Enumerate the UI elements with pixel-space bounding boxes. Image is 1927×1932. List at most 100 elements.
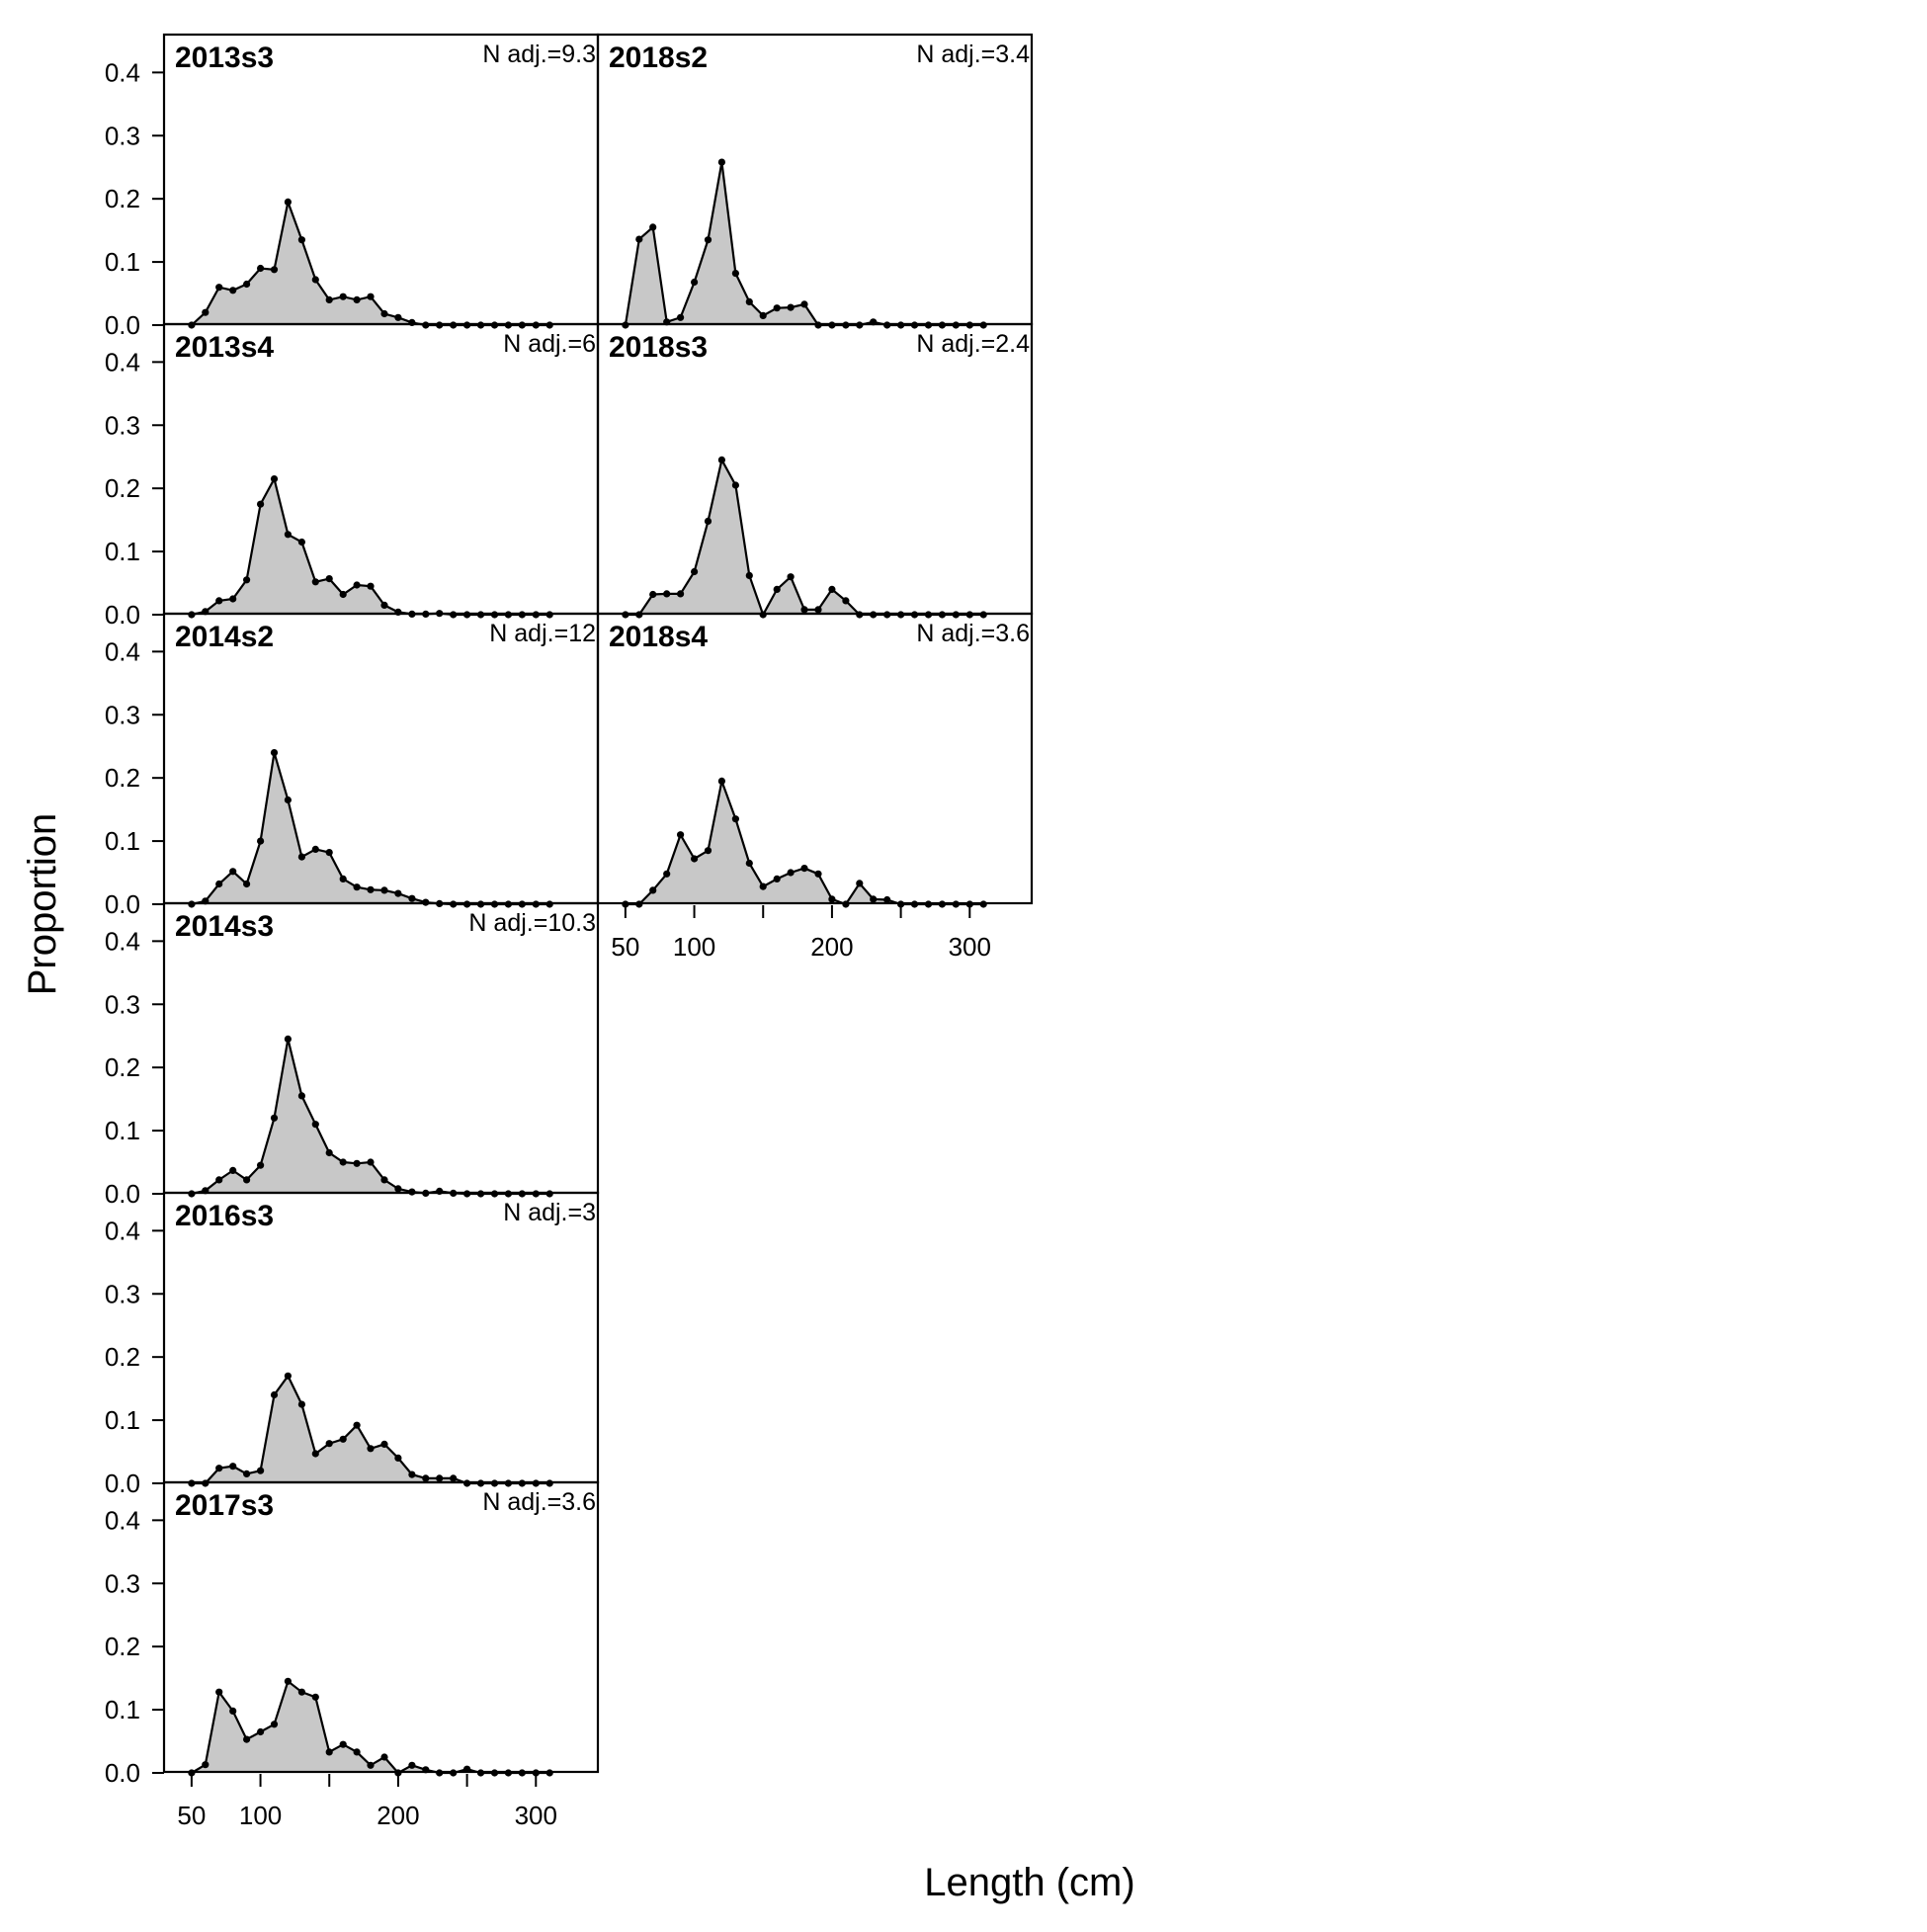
y-tick-label: 0.3 — [105, 1279, 140, 1308]
n-adj-label: N adj.=3.6 — [482, 1488, 596, 1516]
x-tick-label: 300 — [949, 932, 991, 962]
data-point — [229, 1707, 237, 1715]
data-point — [394, 1454, 402, 1462]
y-tick-label: 0.3 — [105, 410, 140, 440]
data-point — [202, 1761, 209, 1769]
data-point — [745, 297, 753, 305]
data-point — [339, 1740, 347, 1748]
data-point — [677, 831, 685, 839]
data-point — [215, 1465, 223, 1472]
data-point — [257, 264, 265, 273]
data-point — [325, 1748, 333, 1756]
area-fill-2014s3 — [191, 1039, 550, 1194]
y-tick-label: 0.4 — [105, 57, 140, 87]
n-adj-label: N adj.=9.3 — [482, 41, 596, 68]
data-point — [297, 538, 305, 546]
x-tick-label: 200 — [377, 1801, 419, 1830]
data-point — [759, 882, 767, 890]
data-point — [745, 859, 753, 868]
y-tick-label: 0.1 — [105, 826, 140, 856]
panel-frame — [162, 322, 600, 616]
panel-title: 2016s3 — [175, 1200, 274, 1232]
data-point — [353, 1159, 361, 1167]
data-point — [394, 313, 402, 321]
data-point — [325, 1148, 333, 1157]
data-point — [717, 158, 726, 166]
area-fill-2018s3 — [625, 460, 984, 615]
panel-2014s3: 0.0 0.1 0.2 0.3 0.4 2014s3 N adj.=10.3 — [105, 901, 600, 1209]
data-point — [367, 582, 375, 590]
data-point — [284, 1677, 292, 1685]
y-tick-label: 0.2 — [105, 184, 140, 213]
y-tick-label: 0.3 — [105, 989, 140, 1019]
panel-frame — [162, 1480, 600, 1774]
data-point — [257, 1467, 265, 1474]
panel-2017s3: 0.0 0.1 0.2 0.3 0.4 50 100 200 300 2017s3 N adj.=3… — [105, 1480, 600, 1830]
panel-2014s2: 0.0 0.1 0.2 0.3 0.4 2014s2 N adj.=12 — [105, 612, 600, 919]
data-point — [394, 1185, 402, 1193]
data-point — [284, 796, 292, 804]
panel-title: 2017s3 — [175, 1489, 274, 1522]
data-point — [339, 1435, 347, 1443]
y-tick-label: 0.1 — [105, 1405, 140, 1435]
data-point — [311, 1121, 319, 1129]
n-adj-label: N adj.=2.4 — [916, 330, 1030, 358]
data-point — [677, 590, 685, 598]
data-point — [229, 868, 237, 876]
data-point — [353, 883, 361, 891]
data-point — [408, 1470, 416, 1478]
data-point — [408, 894, 416, 902]
data-point — [243, 880, 251, 888]
data-point — [759, 311, 767, 319]
data-point — [325, 575, 333, 583]
data-point — [215, 880, 223, 888]
data-point — [311, 1693, 319, 1701]
y-tick-label: 0.3 — [105, 121, 140, 150]
data-point — [243, 576, 251, 584]
data-point — [353, 1748, 361, 1756]
data-point — [380, 309, 388, 318]
y-tick-label: 0.4 — [105, 347, 140, 377]
data-point — [380, 601, 388, 610]
data-point — [353, 581, 361, 589]
area-fill-2013s4 — [191, 478, 550, 615]
data-point — [339, 875, 347, 883]
n-adj-label: N adj.=3 — [503, 1199, 596, 1226]
data-point — [339, 1158, 347, 1166]
data-point — [243, 1176, 251, 1184]
data-point — [367, 1761, 375, 1769]
y-tick-label: 0.0 — [105, 889, 140, 919]
area-fill-2018s4 — [625, 781, 984, 904]
panel-frame — [162, 33, 600, 326]
data-point — [367, 293, 375, 300]
y-tick-label: 0.2 — [105, 1052, 140, 1082]
data-point — [270, 475, 279, 483]
y-tick-label: 0.2 — [105, 1342, 140, 1372]
y-tick-label: 0.4 — [105, 1505, 140, 1535]
series-line-2018s2 — [624, 161, 984, 327]
data-point — [380, 886, 388, 894]
data-point — [311, 578, 319, 586]
y-tick-label: 0.0 — [105, 310, 140, 340]
n-adj-label: N adj.=3.6 — [916, 620, 1030, 647]
y-tick-label: 0.4 — [105, 1216, 140, 1245]
panel-title: 2014s3 — [175, 910, 274, 943]
panel-title: 2018s3 — [609, 331, 708, 364]
data-point — [828, 895, 836, 903]
panel-2013s3: 0.0 0.1 0.2 0.3 0.4 2013s3 N adj.=9.3 — [105, 33, 600, 340]
data-point — [635, 235, 643, 243]
data-point — [297, 1400, 305, 1408]
panel-frame — [162, 612, 600, 905]
data-point — [367, 1445, 375, 1453]
data-point — [704, 847, 712, 855]
y-tick-label: 0.3 — [105, 700, 140, 729]
y-tick-label: 0.2 — [105, 763, 140, 793]
data-point — [325, 849, 333, 857]
n-adj-label: N adj.=10.3 — [468, 909, 596, 937]
data-point — [731, 481, 740, 489]
area-fill-2017s3 — [191, 1681, 550, 1773]
data-point — [704, 236, 712, 244]
data-point — [787, 573, 795, 581]
data-point — [828, 585, 836, 594]
data-point — [649, 590, 657, 599]
